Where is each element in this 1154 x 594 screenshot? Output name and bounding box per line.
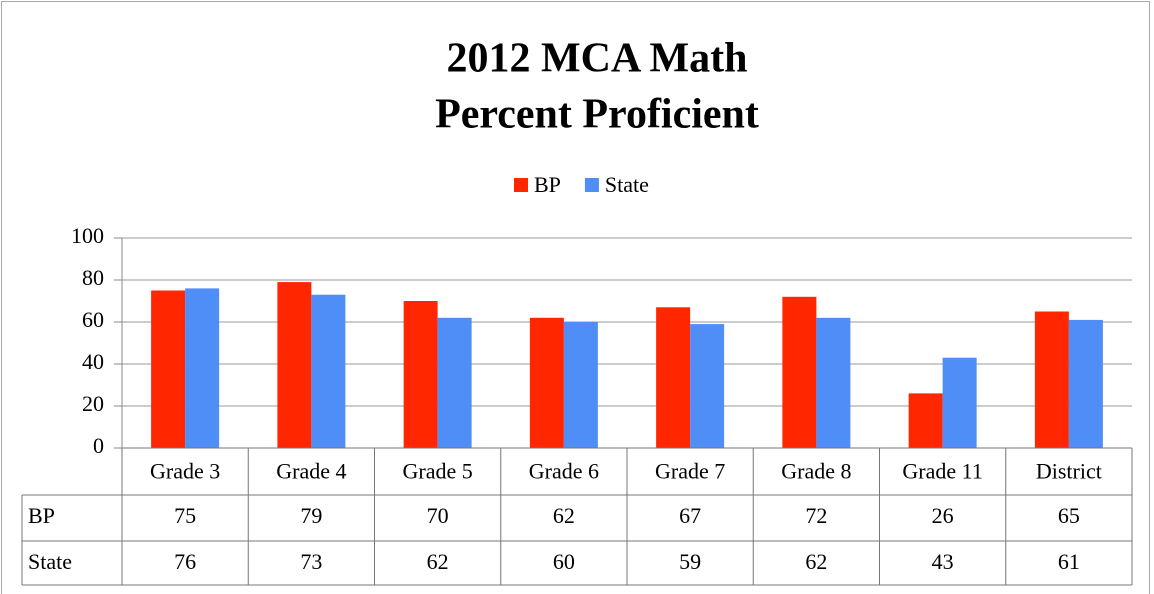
table-cell: 67 — [679, 503, 701, 528]
table-cell: 72 — [805, 503, 827, 528]
bar — [782, 296, 817, 448]
table-cell: 79 — [300, 503, 322, 528]
x-tick-label: District — [1036, 459, 1102, 484]
legend-swatch — [514, 178, 528, 192]
y-tick-label: 60 — [82, 307, 104, 332]
bar — [816, 317, 851, 448]
table-cell: 75 — [174, 503, 196, 528]
x-tick-label: Grade 3 — [150, 459, 220, 484]
table-cell: 62 — [805, 549, 827, 574]
table-row-label: State — [28, 549, 72, 574]
x-tick-label: Grade 7 — [655, 459, 725, 484]
bar — [529, 317, 564, 448]
bar — [277, 282, 312, 448]
bar — [563, 322, 598, 448]
table-cell: 43 — [932, 549, 954, 574]
y-tick-label: 100 — [71, 223, 104, 248]
y-tick-label: 0 — [93, 433, 104, 458]
table-cell: 70 — [427, 503, 449, 528]
table-cell: 61 — [1058, 549, 1080, 574]
table-row-label: BP — [28, 503, 55, 528]
bar — [151, 290, 186, 448]
x-tick-label: Grade 4 — [276, 459, 346, 484]
y-tick-label: 80 — [82, 265, 104, 290]
table-cell: 62 — [427, 549, 449, 574]
table-cell: 62 — [553, 503, 575, 528]
bar — [690, 324, 725, 448]
chart-title: Percent Proficient — [435, 92, 759, 138]
table-cell: 59 — [679, 549, 701, 574]
bar — [942, 357, 977, 448]
x-tick-label: Grade 6 — [529, 459, 599, 484]
legend-swatch — [584, 178, 599, 192]
bar — [437, 317, 472, 448]
x-tick-label: Grade 11 — [902, 459, 982, 484]
bar — [403, 301, 438, 448]
table-cell: 65 — [1058, 503, 1080, 528]
legend-label: State — [605, 172, 649, 197]
chart-title: 2012 MCA Math — [447, 36, 748, 82]
x-tick-label: Grade 8 — [781, 459, 851, 484]
legend-label: BP — [534, 172, 561, 197]
table-cell: 76 — [174, 549, 196, 574]
bar — [656, 307, 691, 448]
table-cell: 60 — [553, 549, 575, 574]
bar — [1068, 319, 1103, 448]
bar — [185, 288, 220, 448]
table-cell: 73 — [300, 549, 322, 574]
bar — [311, 294, 346, 448]
bar — [908, 393, 943, 448]
x-tick-label: Grade 5 — [403, 459, 473, 484]
bar — [1034, 311, 1069, 448]
y-tick-label: 20 — [82, 391, 104, 416]
y-tick-label: 40 — [82, 349, 104, 374]
table-cell: 26 — [932, 503, 954, 528]
